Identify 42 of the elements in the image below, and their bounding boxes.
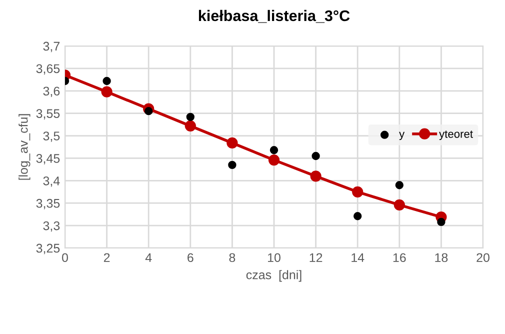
y-tick-label: 3,35 xyxy=(36,198,60,210)
point xyxy=(395,181,404,190)
point xyxy=(270,146,278,154)
y-tick-label: 3,7 xyxy=(43,42,60,52)
x-axis-title: czas [dni] xyxy=(246,270,302,282)
point xyxy=(144,106,153,116)
point xyxy=(228,160,236,170)
point xyxy=(394,199,405,210)
chart-title: kiełbasa_listeria_3°C xyxy=(198,10,350,23)
legend-label: yteoret xyxy=(439,130,473,140)
y-tick-label: 3,6 xyxy=(43,86,60,98)
point xyxy=(101,86,112,98)
x-tick-label: 4 xyxy=(145,253,152,262)
point xyxy=(352,186,364,198)
legend-label: y xyxy=(399,132,405,140)
point xyxy=(437,218,446,226)
point xyxy=(312,152,320,160)
x-tick-label: 12 xyxy=(310,253,322,262)
x-tick-label: 18 xyxy=(435,253,448,262)
x-tick-label: 14 xyxy=(352,253,364,262)
y-tick-label: 3,4 xyxy=(43,176,60,187)
x-tick-label: 10 xyxy=(268,253,280,262)
y-tick-label: 3,45 xyxy=(36,154,60,164)
point xyxy=(226,137,238,149)
x-tick-label: 6 xyxy=(188,253,194,262)
point xyxy=(310,170,322,182)
x-tick-label: 8 xyxy=(229,253,236,262)
y-tick-label: 3,3 xyxy=(43,221,60,232)
x-tick-label: 16 xyxy=(393,253,406,262)
y-tick-label: 3,55 xyxy=(36,109,60,120)
point xyxy=(184,120,196,132)
point xyxy=(354,212,362,220)
x-tick-label: 0 xyxy=(62,253,68,262)
point xyxy=(268,154,280,166)
x-tick-label: 20 xyxy=(476,253,490,262)
y-tick-label: 3,5 xyxy=(43,132,60,142)
point xyxy=(186,112,194,122)
point xyxy=(102,76,111,86)
y-axis-title: [log_av_cfu] xyxy=(18,114,30,180)
y-tick-label: 3,65 xyxy=(36,64,60,75)
x-tick-label: 2 xyxy=(104,253,110,262)
y-tick-label: 3,25 xyxy=(36,244,60,254)
